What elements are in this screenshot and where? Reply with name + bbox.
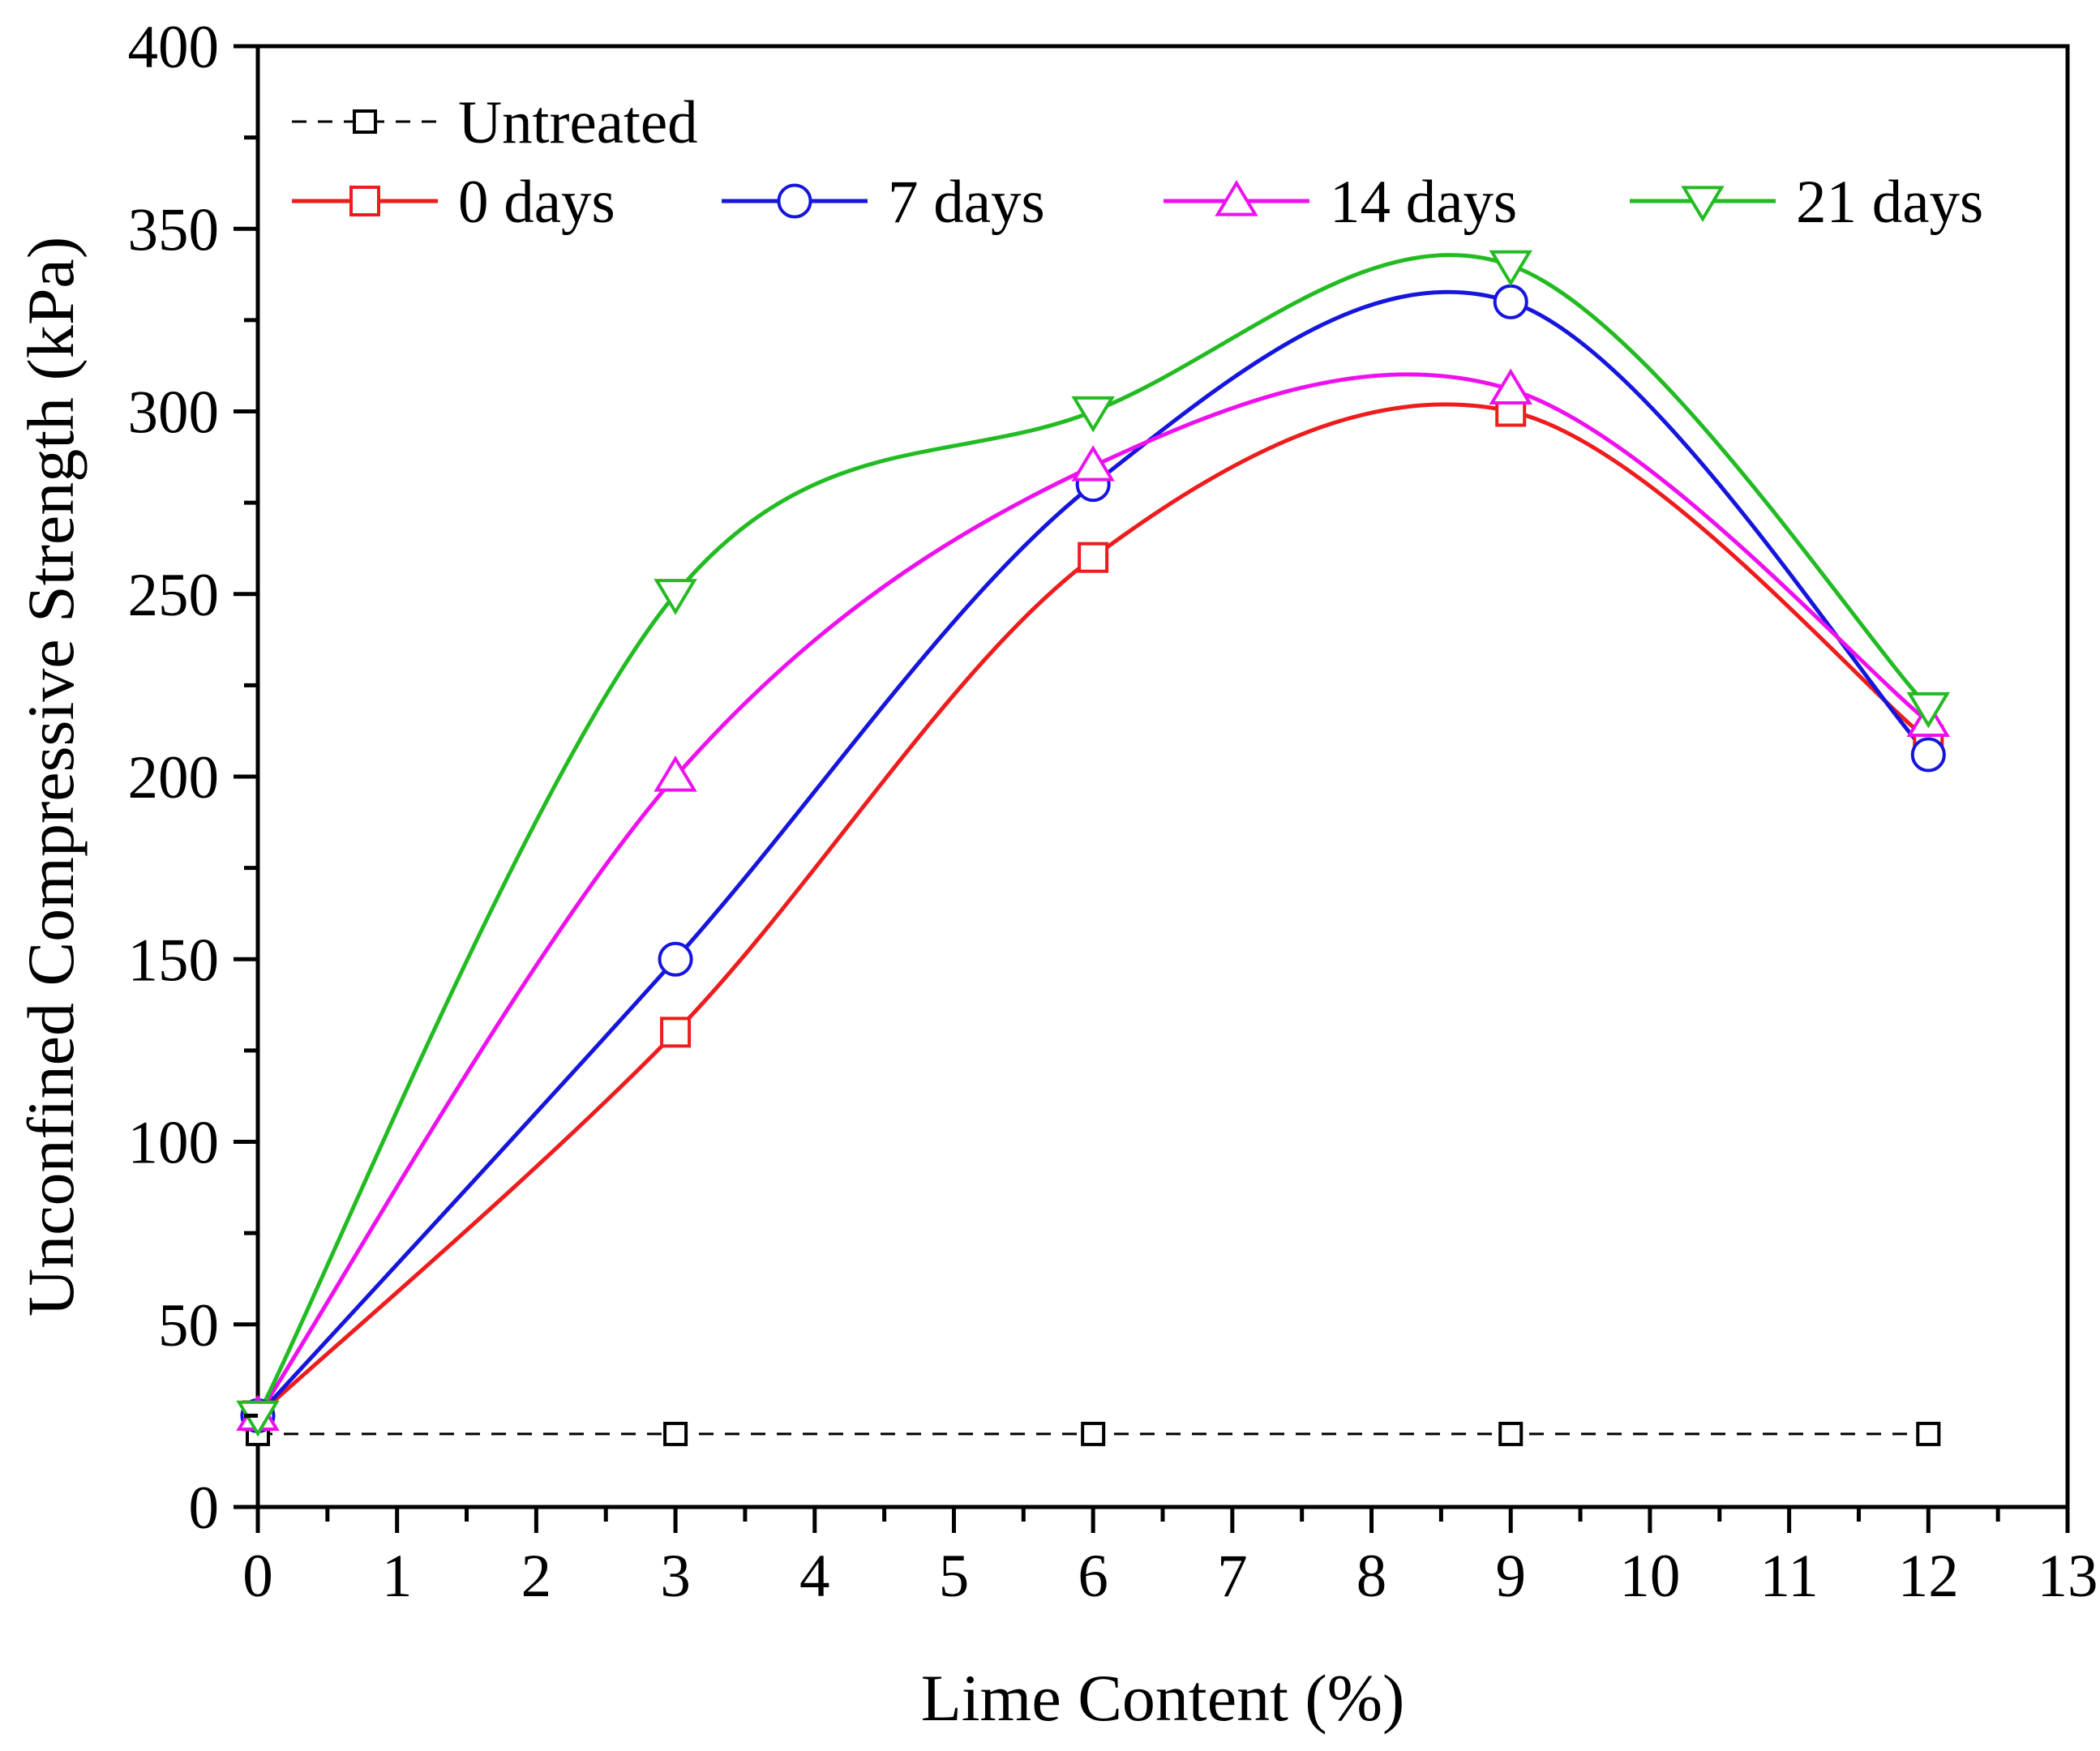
data-point: [1498, 1421, 1524, 1446]
series-markers-untreated: [246, 1421, 1941, 1446]
x-tick-label: 13: [2038, 1543, 2098, 1610]
x-tick-label: 0: [242, 1543, 273, 1610]
legend-label: 21 days: [1796, 169, 1983, 236]
legend-entry: Untreated: [292, 89, 698, 156]
data-point: [1906, 691, 1951, 729]
x-tick-label: 2: [521, 1543, 552, 1610]
data-point: [1910, 737, 1946, 773]
legend-label: 7 days: [888, 169, 1045, 236]
legend-entry: 0 days: [292, 169, 615, 236]
x-tick-label: 11: [1760, 1543, 1819, 1610]
x-tick-label: 10: [1619, 1543, 1680, 1610]
y-axis: 0 50 100 150 200 250 300 350 400: [128, 14, 258, 1542]
data-point: [1916, 1421, 1941, 1446]
legend-entry: 7 days: [722, 169, 1045, 236]
x-tick-label: 9: [1495, 1543, 1526, 1610]
data-point: [1081, 1421, 1106, 1446]
x-tick-label: 7: [1217, 1543, 1248, 1610]
series-layer: [236, 250, 1951, 1446]
data-point: [1071, 445, 1115, 482]
data-point: [1489, 368, 1532, 405]
legend: Untreated 0 days 7 days 14 days 21 days: [292, 89, 1983, 236]
series-line: [255, 372, 1930, 1417]
data-point: [660, 1017, 692, 1048]
data-point: [663, 1421, 688, 1446]
data-point: [236, 1400, 280, 1437]
data-point: [654, 579, 697, 615]
x-axis: 0 1 2 3 4 5 6 7 8 9 10 11 12 13: [242, 1507, 2098, 1610]
y-tick-label: 0: [189, 1475, 220, 1542]
series-markers-0-days: [242, 396, 1944, 1432]
data-point: [658, 941, 693, 977]
y-tick-label: 400: [128, 14, 220, 81]
legend-label: 14 days: [1330, 169, 1517, 236]
legend-marker: [1215, 180, 1258, 216]
y-tick-label: 250: [128, 562, 220, 629]
data-point: [654, 756, 697, 792]
y-tick-label: 350: [128, 196, 220, 263]
data-point: [1489, 250, 1532, 287]
x-tick-label: 5: [939, 1543, 970, 1610]
legend-marker: [1681, 186, 1725, 222]
legend-marker: [349, 186, 380, 216]
x-tick-label: 12: [1898, 1543, 1959, 1610]
y-tick-label: 200: [128, 744, 220, 811]
plot-area: [236, 44, 2070, 1509]
data-point: [1493, 284, 1528, 319]
series-markers-21-days: [236, 250, 1951, 1437]
x-tick-label: 4: [799, 1543, 830, 1610]
data-point: [1071, 396, 1115, 433]
legend-marker: [777, 183, 812, 219]
legend-label: Untreated: [458, 89, 698, 156]
data-point: [1078, 542, 1109, 573]
y-tick-label: 100: [128, 1110, 220, 1177]
legend-entry: 21 days: [1630, 169, 1983, 236]
series-14-days: [255, 372, 1930, 1417]
x-axis-title: Lime Content (%): [921, 1661, 1405, 1735]
legend-label: 0 days: [458, 169, 615, 236]
y-axis-title: Unconfined Compressive Strength (kPa): [14, 237, 88, 1316]
plot-frame: [255, 44, 2070, 1509]
series-line: [255, 253, 1931, 1417]
y-tick-label: 150: [128, 927, 220, 994]
series-21-days: [255, 253, 1931, 1417]
x-tick-label: 1: [382, 1543, 413, 1610]
y-tick-label: 50: [158, 1292, 219, 1359]
legend-marker: [353, 109, 377, 134]
x-tick-label: 6: [1078, 1543, 1108, 1610]
x-tick-label: 8: [1356, 1543, 1387, 1610]
x-tick-label: 3: [660, 1543, 691, 1610]
y-tick-label: 300: [128, 379, 220, 447]
legend-entry: 14 days: [1164, 169, 1517, 236]
